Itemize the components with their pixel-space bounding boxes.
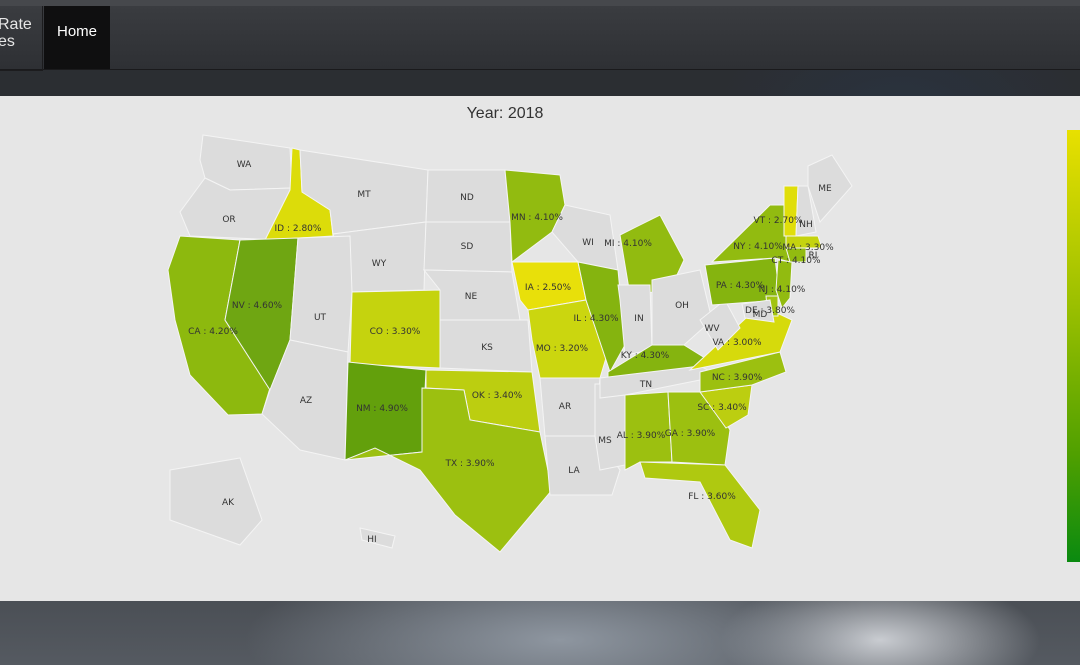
- brand-line-1: Rate: [0, 16, 32, 33]
- state-ak[interactable]: [169, 457, 263, 546]
- us-choropleth-map: WA OR CA : 4.20% ID : 2.80% NV : 4.60% MT WY UT…: [167, 134, 853, 553]
- map-title: Year: 2018: [466, 105, 544, 122]
- state-ri[interactable]: [805, 247, 815, 261]
- state-label-nd: ND: [460, 193, 474, 203]
- state-label-ky: KY : 4.30%: [621, 351, 670, 361]
- brand-link[interactable]: Rate es: [0, 6, 43, 71]
- state-label-la: LA: [568, 466, 580, 476]
- state-in[interactable]: [617, 284, 653, 356]
- state-label-nc: NC : 3.90%: [712, 373, 763, 383]
- state-fl[interactable]: [639, 461, 761, 549]
- state-label-de: DE : 3.80%: [745, 306, 795, 316]
- state-label-me: ME: [818, 184, 832, 194]
- state-label-nh: NH: [799, 220, 813, 230]
- state-label-mn: MN : 4.10%: [511, 213, 563, 223]
- state-label-wi: WI: [582, 238, 594, 248]
- state-label-nv: NV : 4.60%: [232, 301, 283, 311]
- state-label-al: AL : 3.90%: [617, 431, 666, 441]
- nav-home-link[interactable]: Home: [44, 6, 110, 69]
- state-label-ny: NY : 4.10%: [733, 242, 783, 252]
- state-label-ga: GA : 3.90%: [665, 429, 716, 439]
- state-label-il: IL : 4.30%: [573, 314, 618, 324]
- state-label-ia: IA : 2.50%: [525, 283, 572, 293]
- state-wv[interactable]: [699, 299, 741, 351]
- state-label-tn: TN: [639, 380, 652, 390]
- state-nc[interactable]: [699, 351, 787, 393]
- state-label-id: ID : 2.80%: [275, 224, 322, 234]
- state-label-ok: OK : 3.40%: [472, 391, 523, 401]
- brand-line-2: es: [0, 33, 15, 50]
- color-legend-bar: [1067, 130, 1080, 562]
- state-tx[interactable]: [344, 387, 553, 553]
- state-nh[interactable]: [795, 185, 817, 237]
- state-label-in: IN: [634, 314, 643, 324]
- state-label-wa: WA: [237, 160, 252, 170]
- state-label-ca: CA : 4.20%: [188, 327, 238, 337]
- state-label-ut: UT: [314, 313, 327, 323]
- state-label-md: MD: [753, 310, 768, 320]
- state-label-hi: HI: [367, 535, 376, 545]
- state-label-mi: MI : 4.10%: [604, 239, 652, 249]
- state-label-ks: KS: [481, 343, 493, 353]
- state-il[interactable]: [577, 261, 626, 374]
- state-oh[interactable]: [651, 269, 713, 346]
- state-label-wy: WY: [372, 259, 387, 269]
- state-label-ne: NE: [465, 292, 478, 302]
- state-label-ak: AK: [222, 498, 235, 508]
- state-label-ms: MS: [598, 436, 612, 446]
- state-label-mo: MO : 3.20%: [536, 344, 589, 354]
- state-label-ri: RI: [809, 251, 818, 261]
- state-label-nm: NM : 4.90%: [356, 404, 408, 414]
- state-md[interactable]: [741, 299, 775, 323]
- state-label-oh: OH: [675, 301, 689, 311]
- state-az[interactable]: [261, 339, 349, 461]
- state-label-fl: FL : 3.60%: [688, 492, 736, 502]
- navbar: Rate es Home: [0, 6, 1080, 71]
- state-label-sc: SC : 3.40%: [697, 403, 747, 413]
- state-label-or: OR: [222, 215, 235, 225]
- state-label-vt: VT : 2.70%: [754, 216, 803, 226]
- state-ma[interactable]: [785, 235, 823, 249]
- state-label-ct: CT : 4.10%: [771, 256, 821, 266]
- state-ut[interactable]: [289, 235, 353, 353]
- state-label-nj: NJ : 4.10%: [759, 285, 806, 295]
- state-label-tx: TX : 3.90%: [444, 459, 494, 469]
- state-label-sd: SD: [461, 242, 474, 252]
- state-hi[interactable]: [359, 527, 396, 549]
- state-label-az: AZ: [300, 396, 312, 406]
- state-tn[interactable]: [599, 365, 722, 399]
- state-label-mt: MT: [357, 190, 371, 200]
- state-me[interactable]: [807, 154, 853, 223]
- state-al[interactable]: [624, 391, 673, 471]
- state-label-ar: AR: [559, 402, 571, 412]
- state-label-va: VA : 3.00%: [712, 338, 762, 348]
- state-label-wv: WV: [704, 324, 720, 334]
- top-strip: [0, 0, 1080, 6]
- state-label-ma: MA : 3.30%: [782, 243, 834, 253]
- state-label-co: CO : 3.30%: [370, 327, 421, 337]
- state-label-pa: PA : 4.30%: [716, 281, 765, 291]
